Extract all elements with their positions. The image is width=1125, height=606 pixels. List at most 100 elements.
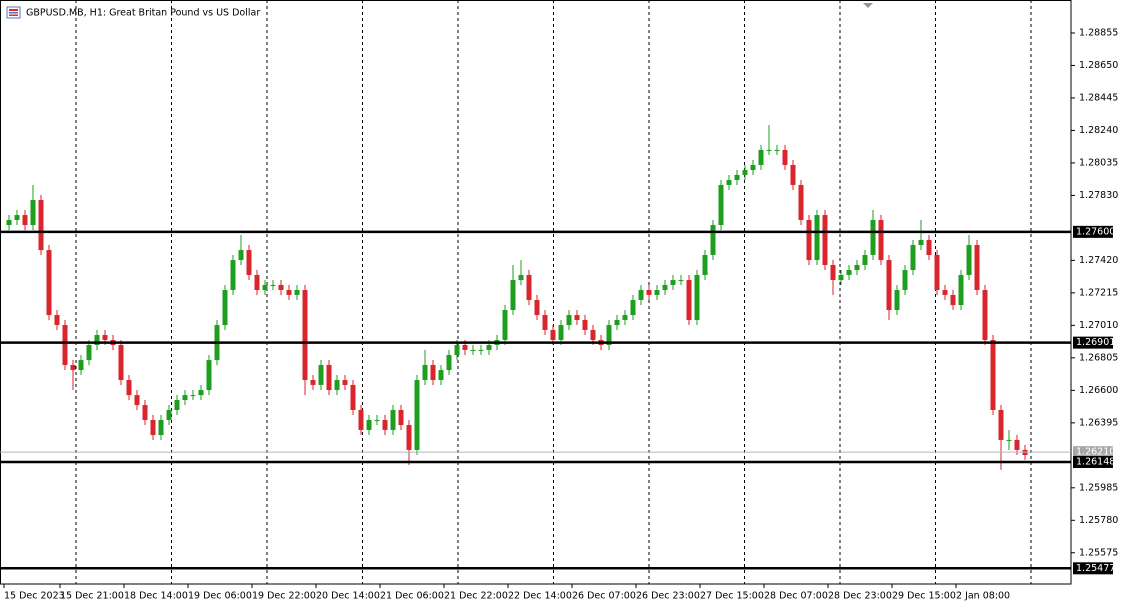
candle-body [38, 200, 44, 251]
candle-body [622, 315, 628, 320]
candle-body [926, 239, 932, 255]
candle-body [278, 284, 284, 291]
y-tick-label: 1.25780 [1079, 515, 1118, 526]
y-tick-label: 1.27420 [1079, 255, 1118, 266]
candle-body [502, 309, 508, 340]
candle-body [238, 250, 244, 261]
level-label: 1.26148 [1076, 456, 1115, 467]
x-tick-label: 15 Dec 2023 [4, 591, 65, 602]
candle-body [542, 315, 548, 330]
x-tick-label: 15 Dec 21:00 [60, 591, 124, 602]
y-tick-label: 1.26395 [1079, 417, 1118, 428]
candle-body [686, 280, 692, 320]
x-tick-label: 20 Dec 14:00 [316, 591, 380, 602]
y-tick-label: 1.28240 [1079, 125, 1118, 136]
candle-body [590, 329, 596, 340]
candle-body [806, 219, 812, 261]
candle-body [846, 270, 852, 275]
candle-body [22, 215, 28, 226]
candle-body [654, 290, 660, 295]
level-box [1073, 455, 1113, 468]
candle-body [390, 409, 396, 430]
candle-body [918, 239, 924, 246]
candle-body [14, 215, 20, 220]
x-tick-label: 2 Jan 08:00 [956, 591, 1010, 602]
candle-body [534, 300, 540, 316]
current-price-label: 1.26210 [1076, 447, 1115, 458]
candle-body [526, 274, 532, 301]
y-tick-label: 1.25985 [1079, 482, 1118, 493]
candle-body [974, 245, 980, 291]
candle-body [398, 409, 404, 426]
candle-body [254, 274, 260, 291]
x-tick-label: 26 Dec 07:00 [572, 591, 636, 602]
candle-body [678, 280, 684, 282]
y-tick-label: 1.28445 [1079, 92, 1118, 103]
candle-body [246, 250, 252, 275]
grid [75, 0, 1032, 584]
candle-body [70, 364, 76, 371]
candle-body [62, 325, 68, 365]
candle-body [734, 174, 740, 181]
candle-body [558, 325, 564, 340]
candle-body [990, 339, 996, 410]
y-tick-label: 1.28855 [1079, 27, 1118, 38]
candle-body [406, 425, 412, 450]
scroll-marker [863, 3, 873, 8]
level-box [1073, 562, 1113, 575]
candle-body [54, 315, 60, 326]
candle-body [414, 380, 420, 450]
plot-border [0, 0, 1072, 585]
candle-body [982, 290, 988, 340]
candle-body [814, 215, 820, 261]
y-tick-label: 1.27215 [1079, 287, 1118, 298]
candle-body [574, 315, 580, 320]
candle-body [102, 335, 108, 340]
y-tick-label: 1.27830 [1079, 190, 1118, 201]
candle-body [958, 274, 964, 306]
candle-body [638, 290, 644, 301]
candle-body [206, 360, 212, 391]
candle-body [766, 149, 772, 151]
candle-body [198, 390, 204, 396]
candle-body [78, 360, 84, 371]
x-tick-label: 19 Dec 22:00 [252, 591, 316, 602]
x-tick-label: 22 Dec 14:00 [508, 591, 572, 602]
candle-body [118, 345, 124, 381]
level-label: 1.27600 [1076, 226, 1115, 237]
candle-body [262, 284, 268, 291]
candle-body [910, 245, 916, 271]
y-tick-label: 1.28650 [1079, 60, 1118, 71]
candle-body [134, 395, 140, 406]
candle-body [646, 290, 652, 295]
candle-body [486, 345, 492, 350]
candle-body [878, 219, 884, 261]
candle-body [334, 380, 340, 391]
candle-body [270, 284, 276, 286]
candle-body [222, 290, 228, 326]
candle-body [582, 319, 588, 330]
candle-body [518, 274, 524, 281]
candle-body [934, 254, 940, 291]
y-tick-label: 1.25575 [1079, 547, 1118, 558]
candle-body [142, 405, 148, 420]
x-tick-label: 28 Dec 23:00 [828, 591, 892, 602]
candle-body [438, 370, 444, 381]
candle-body [630, 300, 636, 316]
candle-body [478, 349, 484, 351]
candle-body [854, 264, 860, 271]
candle-body [902, 270, 908, 291]
x-tick-label: 26 Dec 23:00 [636, 591, 700, 602]
candle-body [998, 409, 1004, 440]
candle-body [366, 419, 372, 430]
candle-body [606, 325, 612, 346]
symbol-icon [6, 6, 21, 19]
candle-body [294, 290, 300, 295]
candle-body [470, 349, 476, 351]
candle-body [230, 260, 236, 291]
candle-body [950, 294, 956, 306]
candle-body [86, 345, 92, 361]
candle-body [798, 184, 804, 220]
